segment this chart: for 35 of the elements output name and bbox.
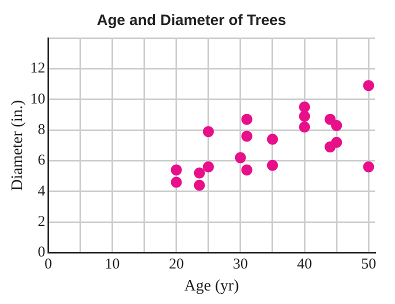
x-tick-label: 40 <box>297 256 312 273</box>
y-tick-label: 8 <box>38 122 46 138</box>
point <box>331 136 342 148</box>
point <box>299 110 310 122</box>
point <box>234 152 246 164</box>
point <box>299 102 310 113</box>
x-tick-label: 20 <box>168 256 184 273</box>
point <box>241 164 252 176</box>
point <box>266 160 278 171</box>
x-tick-label: 30 <box>232 256 248 273</box>
point <box>202 126 214 138</box>
point <box>266 134 278 145</box>
point <box>241 114 252 125</box>
point <box>202 161 214 172</box>
y-tick-label: 10 <box>30 91 46 108</box>
y-tick-label: 4 <box>38 183 46 200</box>
point <box>170 176 182 188</box>
y-tick-label: 0 <box>38 244 46 261</box>
point <box>363 80 374 92</box>
point <box>324 114 336 125</box>
chart-title: Age and Diameter of Trees <box>96 12 286 30</box>
point <box>170 164 182 176</box>
point <box>241 130 252 142</box>
point <box>331 120 342 131</box>
point <box>363 161 374 172</box>
point <box>194 180 205 191</box>
y-axis-title: Diameter (in.) <box>8 100 26 191</box>
y-tick-label: 2 <box>38 214 46 230</box>
x-axis-title: Age (yr) <box>184 278 239 295</box>
point <box>299 121 310 132</box>
point <box>194 168 205 179</box>
x-tick-label: 10 <box>104 256 120 273</box>
y-tick-label: 6 <box>38 152 46 169</box>
y-tick-label: 12 <box>30 60 46 77</box>
x-tick-label: 50 <box>361 256 376 273</box>
